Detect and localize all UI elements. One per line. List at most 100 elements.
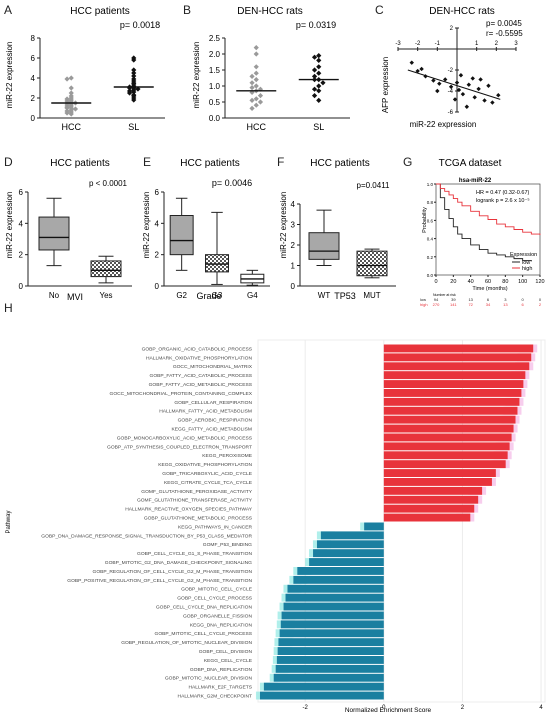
- chart-c-point: [496, 93, 501, 98]
- chart-h-category-label: GOBP_CELLULAR_RESPIRATION: [174, 400, 252, 406]
- panel-letter-a: A: [4, 3, 12, 17]
- chart-e-x-tick-label: G2: [176, 291, 187, 300]
- chart-d-x-tick-label: Yes: [99, 291, 112, 300]
- chart-h-x-tick-label: 4: [539, 705, 543, 711]
- chart-h-category-label: GOBP_MITOTIC_CELL_CYCLE_PROCESS: [155, 631, 253, 637]
- chart-h-category-label: GOCC_MITOCHONDRIAL_MATRIX: [173, 364, 253, 370]
- chart-d-marks: 0 2 4 6 No Yes: [19, 188, 132, 300]
- chart-c-point: [460, 91, 466, 97]
- chart-h-bar: [273, 673, 384, 682]
- chart-c-point: [464, 104, 470, 109]
- chart-h-bar: [287, 584, 384, 593]
- chart-h-category-label: GOBP_MONOCARBOXYLIC_ACID_METABOLIC_PROCE…: [117, 435, 253, 441]
- chart-g-y-tick-label: 0.4: [427, 237, 434, 242]
- chart-h-category-label: KEGG_OXIDATIVE_PHOSPHORYLATION: [158, 462, 252, 468]
- chart-panel-c: DEN-HCC rats p= 0.0045 r= -0.5595 AFP ex…: [381, 6, 523, 129]
- chart-c-y-tick-label: -2: [448, 68, 454, 74]
- chart-panel-g: TCGA dataset hsa-miR-22 HR = 0.47 (0.32-…: [420, 158, 545, 307]
- chart-c-point: [456, 87, 462, 93]
- chart-c-point: [448, 84, 454, 89]
- chart-h-category-label: HALLMARK_G2M_CHECKPOINT: [178, 694, 252, 700]
- chart-b-point: [253, 45, 259, 51]
- chart-b-y-tick-label: 2.0: [209, 50, 221, 59]
- chart-f-y-tick-label: 4: [291, 200, 296, 209]
- chart-g-y-tick-label: 0.0: [427, 273, 434, 278]
- chart-h-category-label: GOBP_MITOTIC_NUCLEAR_DIVISION: [165, 676, 253, 682]
- chart-b-x-tick-label: HCC: [247, 122, 267, 132]
- chart-a-point: [131, 67, 137, 73]
- chart-c-point: [443, 77, 448, 82]
- chart-f-x-tick-label: WT: [318, 291, 331, 300]
- chart-a-point: [126, 90, 133, 96]
- chart-d-x-tick-label: No: [49, 291, 60, 300]
- chart-g-risk-header: Number at risk: [433, 293, 456, 297]
- chart-h-bar: [280, 620, 384, 629]
- chart-a-point: [131, 70, 137, 76]
- chart-g-km-low: [436, 183, 532, 262]
- chart-h-bar: [383, 397, 520, 406]
- chart-b-point: [249, 80, 255, 86]
- chart-h-category-label: GOBP_CELL_CYCLE_PROCESS: [177, 596, 252, 602]
- chart-h-bar: [383, 486, 483, 495]
- chart-f-y-tick-label: 1: [291, 262, 296, 271]
- chart-g-km-high: [436, 183, 541, 235]
- chart-f-ylabel: miR-22 expression: [279, 192, 288, 259]
- chart-b-y-tick-label: 0.0: [209, 114, 221, 123]
- chart-d-pvalue: p < 0.0001: [89, 179, 128, 188]
- chart-g-y-tick-label: 0.6: [427, 218, 434, 223]
- chart-e-y-tick-label: 0: [155, 282, 160, 291]
- chart-e-marks: 0 2 4 6 G2 G3 G4: [155, 188, 270, 300]
- chart-h-bar: [283, 602, 384, 611]
- chart-f-title: HCC patients: [310, 158, 369, 169]
- chart-b-point: [253, 83, 259, 89]
- chart-h-category-label: GOBP_MITOTIC_G2_DNA_DAMAGE_CHECKPOINT_SI…: [105, 560, 252, 566]
- chart-c-rvalue: r= -0.5595: [486, 29, 523, 38]
- chart-b-point: [311, 93, 318, 99]
- chart-c-point: [486, 83, 491, 88]
- chart-h-bar: [383, 513, 471, 522]
- chart-g-x-tick-label: 60: [485, 279, 491, 285]
- chart-a-point: [64, 110, 70, 116]
- chart-h-bar: [275, 664, 384, 673]
- chart-b-point: [316, 64, 322, 70]
- chart-h-category-label: GOBP_FATTY_ACID_CATABOLIC_PROCESS: [150, 373, 253, 379]
- chart-b-point: [316, 70, 322, 76]
- chart-d-xlabel: MVI: [67, 292, 83, 302]
- chart-g-risk-value: 141: [450, 302, 457, 307]
- chart-b-point: [316, 83, 322, 89]
- chart-h-bar: [309, 558, 384, 566]
- chart-a-y-tick-label: 2: [31, 94, 36, 103]
- chart-g-risk-value: 6: [487, 297, 490, 302]
- chart-e-x-tick-label: G3: [212, 291, 223, 300]
- chart-h-category-label: GOMF_P53_BINDING: [203, 542, 252, 548]
- chart-b-point: [311, 86, 318, 92]
- chart-h-bar: [276, 656, 384, 664]
- chart-h-bar: [383, 460, 506, 469]
- chart-a-point: [72, 106, 79, 112]
- chart-h-bar: [383, 380, 524, 388]
- chart-g-x-tick-label: 40: [468, 279, 474, 285]
- chart-g-y-tick-label: 0.2: [427, 255, 434, 260]
- chart-a-x-tick-label: HCC: [62, 122, 82, 132]
- chart-b-ylabel: miR-22 expression: [192, 42, 201, 109]
- chart-g-risk-value: 72: [468, 302, 473, 307]
- chart-h-x-tick-label: -2: [303, 705, 309, 711]
- chart-b-marks: 0.0 0.5 1.0 1.5 2.0 2.5 HCC SL: [209, 34, 350, 132]
- chart-h-category-label: GOBP_GLUTATHIONE_METABOLIC_PROCESS: [144, 516, 253, 522]
- chart-a-point: [68, 85, 74, 91]
- chart-panel-e: HCC patients p= 0.0046 miR-22 expression…: [142, 158, 270, 301]
- chart-c-x-tick-label: 1: [475, 41, 479, 47]
- chart-h-x-tick-label: 0: [382, 705, 386, 711]
- chart-h-category-label: GOBP_ATP_SYNTHESIS_COUPLED_ELECTRON_TRAN…: [107, 444, 252, 450]
- chart-g-xlabel: Time (months): [472, 286, 507, 292]
- chart-b-point: [311, 73, 318, 79]
- chart-h-bar: [383, 424, 514, 433]
- chart-h-bar: [383, 344, 534, 353]
- chart-b-point: [311, 67, 318, 73]
- chart-panel-a: HCC patients p= 0.0018 miR-22 expression…: [5, 6, 165, 132]
- chart-h-bar: [383, 371, 526, 380]
- chart-b-pvalue: p= 0.0319: [296, 20, 336, 30]
- chart-b-point: [253, 51, 259, 57]
- chart-c-point: [482, 98, 487, 103]
- chart-a-pvalue: p= 0.0018: [120, 20, 160, 30]
